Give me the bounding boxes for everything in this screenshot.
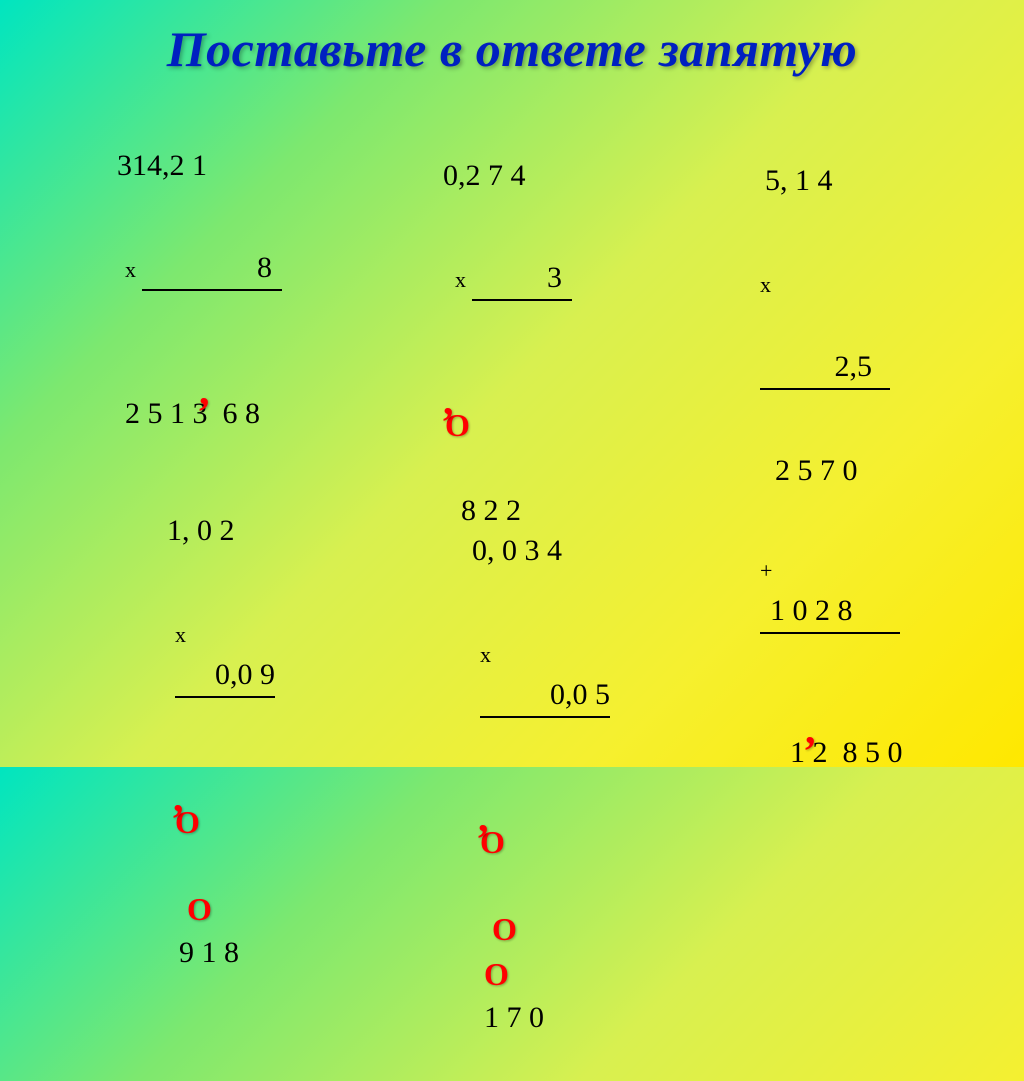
p2-operand2: 3 <box>472 257 572 301</box>
p4-result: 9 1 8 <box>175 936 239 969</box>
p3-operand2: 2,5 <box>760 346 890 390</box>
p4-operand2: 0,0 9 <box>175 654 275 698</box>
p1-operand2: 8 <box>142 247 282 291</box>
p5-operand1: 0, 0 3 4 <box>450 530 610 572</box>
p1-comma: , <box>199 379 210 404</box>
problem-4: 1, 0 2 х 0,0 9 О , О 9 1 8 <box>145 510 275 1016</box>
p1-operand1: 314,2 1 <box>95 145 282 187</box>
p3-sign: х <box>760 272 771 297</box>
p4-operand1: 1, 0 2 <box>145 510 275 552</box>
p2-operand1: 0,2 7 4 <box>415 155 572 197</box>
p5-zero3: О <box>480 956 509 992</box>
problem-3: 5, 1 4 х 2,5 2 5 7 0 + 1 0 2 8 1 2 8 5 0… <box>730 160 903 858</box>
p4-sign: х <box>175 622 186 647</box>
p2-comma: , <box>443 389 454 414</box>
p3-plus: + <box>760 558 772 583</box>
problem-1: 314,2 1 х8 2 5 1 3 6 8 , <box>95 145 282 519</box>
p5-zero2: О <box>480 911 517 947</box>
p3-partial1: 2 5 7 0 <box>730 450 903 492</box>
p5-comma: , <box>478 806 489 831</box>
p5-operand2: 0,0 5 <box>480 674 610 718</box>
p5-result: 1 7 0 <box>480 1001 544 1034</box>
p4-comma: , <box>173 786 184 811</box>
p3-partial2: 1 0 2 8 <box>760 590 900 634</box>
p2-sign: х <box>445 267 466 292</box>
p1-sign: х <box>125 257 136 282</box>
problem-2: 0,2 7 4 х3 О , 8 2 2 <box>415 155 572 574</box>
p2-result: 8 2 2 <box>445 494 521 527</box>
p4-zero2: О <box>175 891 212 927</box>
p5-sign: х <box>480 642 491 667</box>
page-title: Поставьте в ответе запятую <box>0 0 1024 78</box>
p1-result: 2 5 1 3 6 8 <box>125 397 260 430</box>
p3-operand1: 5, 1 4 <box>730 160 903 202</box>
problem-5: 0, 0 3 4 х 0,0 5 О , О О 1 7 0 <box>450 530 610 1081</box>
p3-comma: , <box>805 718 816 743</box>
